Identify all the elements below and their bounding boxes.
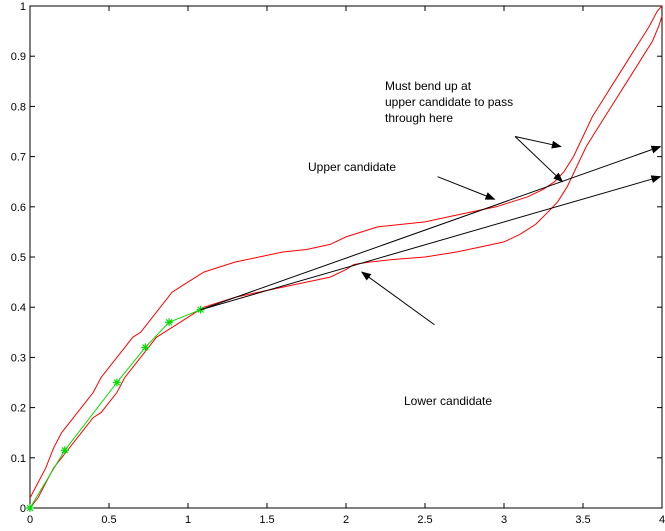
x-tick-labels: 0 0.5 1 1.5 2 2.5 3 3.5 4 (27, 514, 665, 526)
x-tick-label: 1 (185, 514, 191, 526)
annotation-must-bend-line1: Must bend up at (385, 79, 472, 93)
y-tick-label: 0.4 (11, 302, 26, 314)
upper-candidate-line (200, 145, 662, 311)
y-tick-label: 0.5 (11, 252, 26, 264)
x-tick-label: 3 (501, 514, 507, 526)
y-tick-label: 0.2 (11, 403, 26, 415)
plot-area (29, 5, 663, 509)
annotations: Must bend up at upper candidate to pass … (308, 79, 513, 408)
y-tick-label: 0 (20, 503, 26, 515)
annotation-must-bend-line2: upper candidate to pass (385, 95, 513, 109)
y-tick-label: 0.9 (11, 51, 26, 63)
x-tick-label: 3.5 (575, 514, 590, 526)
x-tick-label: 2.5 (417, 514, 432, 526)
y-tick-label: 0.3 (11, 352, 26, 364)
must-bend-pointer-b (514, 136, 564, 183)
path-point-marker (196, 305, 205, 314)
series-layer (26, 5, 663, 512)
lower-bound-line (29, 15, 663, 509)
x-tick-label: 2 (343, 514, 349, 526)
y-tick-label: 0.8 (11, 101, 26, 113)
must-bend-pointer-a (514, 136, 562, 149)
x-tick-label: 1.5 (259, 514, 274, 526)
path-line (29, 309, 201, 509)
y-tick-label: 1 (20, 1, 26, 13)
x-tick-label: 4 (659, 514, 665, 526)
annotation-upper-candidate: Upper candidate (308, 160, 396, 174)
path-point-marker (26, 504, 34, 512)
x-tick-label: 0 (27, 514, 33, 526)
path-point-marker (141, 343, 150, 352)
y-tick-labels: 0 0.1 0.2 0.3 0.4 0.5 0.6 0.7 0.8 0.9 1 (11, 1, 26, 515)
annotation-must-bend-line3: through here (385, 111, 453, 125)
path-point-marker (60, 446, 69, 455)
upper-candidate-pointer (437, 176, 496, 200)
path-point-marker (112, 378, 121, 387)
path-point-marker (165, 318, 174, 327)
y-tick-label: 0.7 (11, 152, 26, 164)
arrow-layer (200, 136, 662, 326)
annotation-lower-candidate: Lower candidate (404, 394, 492, 408)
axis-ticks (29, 5, 663, 509)
lower-candidate-pointer (360, 271, 435, 326)
upper-bound-line (29, 5, 663, 499)
y-tick-label: 0.6 (11, 202, 26, 214)
lower-candidate-line (200, 175, 662, 311)
y-tick-label: 0.1 (11, 453, 26, 465)
x-tick-label: 0.5 (101, 514, 116, 526)
